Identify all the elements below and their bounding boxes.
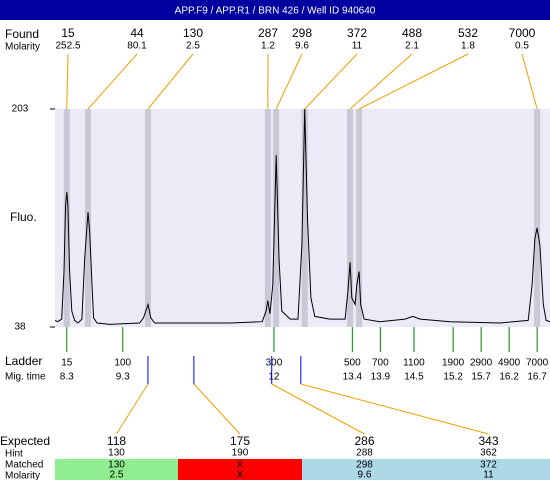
- found-label: Found: [5, 27, 39, 41]
- peak-band: [63, 109, 70, 327]
- title-bar: [0, 0, 550, 20]
- found-molarity: 11: [352, 41, 363, 52]
- found-molarity: 1.8: [461, 41, 475, 52]
- hint-label: Hint: [5, 449, 23, 460]
- matched-cell: [302, 459, 427, 480]
- matched-molarity: 9.6: [358, 470, 372, 480]
- matched-label: Matched: [5, 460, 43, 471]
- ladder-size: 500: [344, 358, 361, 369]
- matched-size: 372: [480, 460, 497, 471]
- ladder-time: 13.4: [343, 372, 363, 383]
- found-molarity: 2.1: [405, 41, 419, 52]
- ladder-time: 8.3: [60, 372, 74, 383]
- peak-connector: [66, 53, 69, 110]
- matched-size: X: [237, 460, 244, 471]
- hint-size: 190: [232, 448, 249, 459]
- matched-size: 298: [356, 460, 373, 471]
- y-axis-label: Fluo.: [10, 210, 37, 224]
- ladder-size: 100: [114, 358, 131, 369]
- peak-connector: [349, 53, 413, 110]
- expected-connector: [271, 383, 365, 435]
- found-size: 287: [258, 26, 278, 40]
- found-size: 298: [292, 26, 312, 40]
- peak-band: [534, 109, 541, 327]
- mig-time-label: Mig. time: [5, 372, 46, 383]
- matched-molarity: 11: [483, 470, 494, 480]
- ladder-label: Ladder: [5, 354, 42, 368]
- expected-size: 343: [478, 434, 498, 448]
- ladder-time: 13.9: [371, 372, 391, 383]
- found-size: 488: [402, 26, 422, 40]
- ladder-size: 2900: [470, 358, 493, 369]
- found-molarity: 9.6: [295, 41, 309, 52]
- expected-label: Expected: [0, 434, 50, 448]
- y-tick-label: 203: [12, 104, 29, 115]
- found-molarity: 0.5: [515, 41, 529, 52]
- matched-size: 130: [108, 460, 125, 471]
- expected-connector: [193, 383, 241, 435]
- expected-size: 286: [354, 434, 374, 448]
- peak-band: [144, 109, 151, 327]
- found-size: 7000: [509, 26, 536, 40]
- found-molarity: 1.2: [261, 41, 275, 52]
- peak-connector: [521, 53, 538, 110]
- y-tick-label: 38: [14, 322, 26, 333]
- found-molarity: 2.5: [186, 41, 200, 52]
- expected-molarity-label: Molarity: [5, 471, 40, 480]
- expected-size: 175: [230, 434, 250, 448]
- peak-connector: [358, 53, 469, 110]
- ladder-size: 1100: [403, 358, 425, 369]
- peak-band: [347, 109, 354, 327]
- found-molarity: 252.5: [55, 41, 80, 52]
- ladder-time: 16.7: [527, 372, 547, 383]
- ladder-time: 16.2: [499, 372, 519, 383]
- trace: [54, 108, 550, 325]
- matched-cell: [178, 459, 302, 480]
- found-size: 372: [347, 26, 367, 40]
- expected-size: 118: [107, 434, 126, 448]
- found-size: 15: [61, 26, 75, 40]
- ladder-time: 9.3: [116, 372, 130, 383]
- peak-connector: [87, 53, 138, 110]
- peak-band: [264, 109, 271, 327]
- peak-connector: [304, 53, 358, 110]
- matched-cell: [55, 459, 178, 480]
- expected-connector: [300, 383, 489, 435]
- expected-connector: [116, 383, 149, 435]
- hint-size: 130: [108, 448, 125, 459]
- found-size: 44: [130, 26, 144, 40]
- ladder-time: 14.5: [404, 372, 424, 383]
- matched-cell: [427, 459, 550, 480]
- ladder-size: 1900: [442, 358, 465, 369]
- ladder-time: 15.7: [471, 372, 491, 383]
- found-molarity: 80.1: [127, 41, 147, 52]
- found-size: 532: [458, 26, 478, 40]
- chart-title: APP.F9 / APP.R1 / BRN 426 / Well ID 9406…: [175, 6, 376, 17]
- ladder-time: 12: [268, 372, 280, 383]
- peak-connector: [275, 53, 303, 110]
- hint-size: 288: [356, 448, 373, 459]
- ladder-size: 700: [372, 358, 389, 369]
- matched-molarity: X: [237, 470, 244, 480]
- matched-molarity: 2.5: [110, 470, 124, 480]
- ladder-size: 4900: [498, 358, 521, 369]
- molarity-label: Molarity: [5, 42, 40, 53]
- found-size: 130: [183, 26, 203, 40]
- peak-band: [301, 109, 308, 327]
- ladder-time: 15.2: [443, 372, 463, 383]
- peak-connector: [147, 53, 194, 110]
- peak-band: [356, 109, 363, 327]
- ladder-size: 7000: [526, 358, 549, 369]
- ladder-size: 15: [61, 358, 73, 369]
- ladder-size: 300: [266, 358, 283, 369]
- peak-band: [273, 109, 280, 327]
- hint-size: 362: [480, 448, 497, 459]
